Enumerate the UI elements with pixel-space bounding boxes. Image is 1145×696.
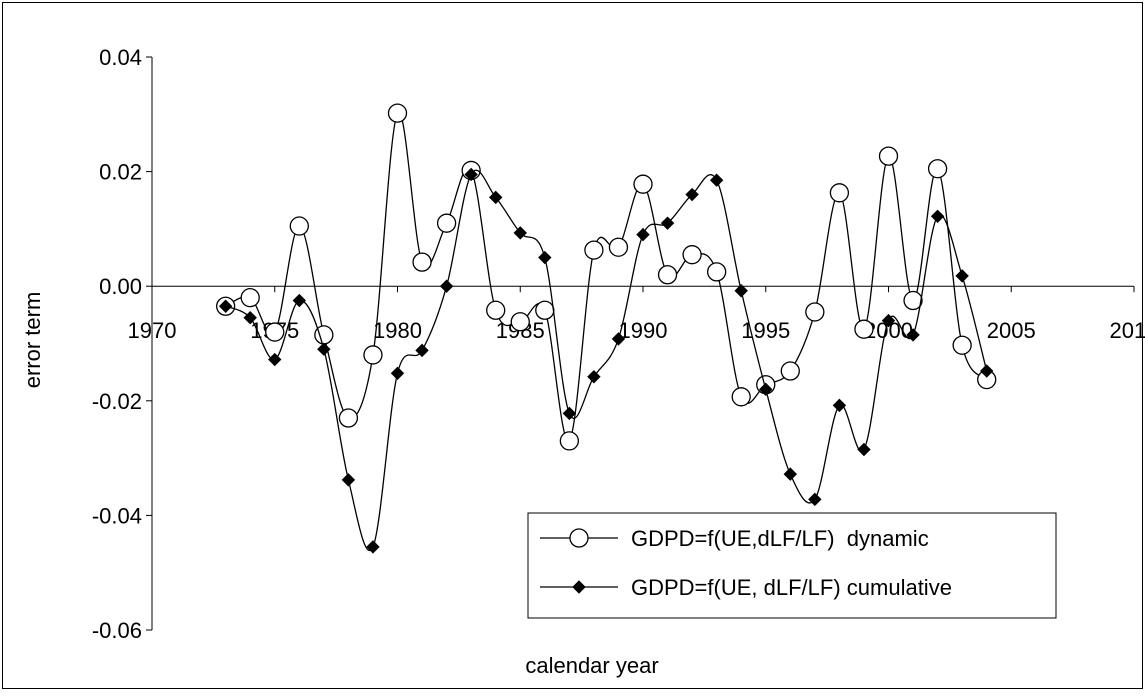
data-point <box>464 167 478 182</box>
data-point <box>488 190 503 205</box>
data-point <box>218 299 233 313</box>
data-point <box>881 313 896 328</box>
data-point <box>510 312 530 332</box>
data-point <box>952 335 972 355</box>
data-point <box>436 213 457 233</box>
x-tick-label: 1990 <box>619 318 668 343</box>
data-point <box>878 146 899 166</box>
y-tick-label: 0.02 <box>99 160 142 185</box>
data-point <box>633 174 653 194</box>
y-tick-label: 0.00 <box>99 274 142 299</box>
data-point <box>685 187 699 202</box>
data-point <box>338 408 359 428</box>
data-point <box>363 345 383 365</box>
data-point <box>657 265 678 285</box>
x-tick-label: 1970 <box>128 318 177 343</box>
data-point <box>562 406 577 421</box>
data-point <box>709 173 724 187</box>
y-tick-label: -0.04 <box>92 503 142 528</box>
data-point <box>415 343 429 358</box>
legend-box <box>527 512 1057 619</box>
data-point <box>292 293 307 308</box>
data-point <box>584 240 604 260</box>
data-point <box>857 442 871 457</box>
data-point <box>243 311 257 325</box>
data-point <box>559 431 579 451</box>
data-point <box>587 370 601 384</box>
data-point <box>734 284 748 298</box>
data-point <box>341 473 356 487</box>
data-point <box>660 216 675 230</box>
legend-label: GDPD=f(UE,dLF/LF) dynamic <box>631 526 929 551</box>
x-axis-label: calendar year <box>525 653 658 678</box>
data-point <box>955 269 969 283</box>
x-tick-label: 1995 <box>741 318 790 343</box>
y-tick-label: 0.04 <box>99 45 142 70</box>
x-tick-label: 2010 <box>1110 318 1145 343</box>
data-point <box>854 319 874 339</box>
data-point <box>240 288 260 308</box>
y-tick-label: -0.06 <box>92 618 142 643</box>
series-line <box>225 169 988 551</box>
legend-marker <box>572 580 586 594</box>
data-point <box>808 492 822 507</box>
data-point <box>832 398 847 413</box>
data-point <box>268 352 282 367</box>
series-line <box>225 111 988 442</box>
data-point <box>486 300 506 320</box>
series-dynamic <box>215 103 997 451</box>
data-point <box>903 290 923 311</box>
data-point <box>608 237 629 257</box>
y-tick-label: -0.02 <box>92 389 142 414</box>
data-point <box>780 361 800 381</box>
data-point <box>731 387 751 407</box>
data-point <box>829 183 850 203</box>
data-point <box>682 245 702 265</box>
data-point <box>289 216 309 236</box>
series-cumulative <box>218 167 994 554</box>
data-point <box>930 209 945 224</box>
legend-marker <box>569 528 589 548</box>
data-point <box>538 250 552 265</box>
data-point <box>636 227 650 242</box>
data-point <box>387 103 408 123</box>
data-point <box>906 328 920 342</box>
data-point <box>805 302 825 322</box>
data-point <box>366 540 380 554</box>
data-point <box>611 332 626 346</box>
data-point <box>265 322 285 342</box>
y-axis-label: error term <box>20 292 45 389</box>
data-point <box>439 279 454 293</box>
data-point <box>513 226 527 240</box>
data-point <box>390 366 405 381</box>
data-point <box>927 159 948 179</box>
data-point <box>317 342 331 356</box>
x-tick-label: 2005 <box>987 318 1036 343</box>
data-point <box>535 300 555 320</box>
x-tick-label: 1980 <box>373 318 422 343</box>
data-point <box>979 364 994 378</box>
data-point <box>759 382 773 397</box>
data-point <box>412 252 432 272</box>
data-point <box>783 467 798 481</box>
data-point <box>707 262 727 282</box>
legend-label: GDPD=f(UE, dLF/LF) cumulative <box>631 575 952 600</box>
